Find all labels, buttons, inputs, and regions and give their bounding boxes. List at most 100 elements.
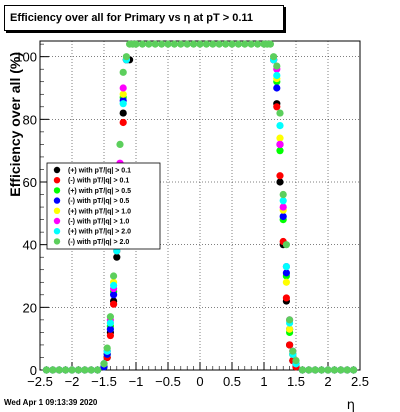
x-tick-label: −1.5 xyxy=(91,374,117,389)
data-point-series-1 xyxy=(110,300,118,308)
data-point-series-7 xyxy=(282,241,290,249)
legend-marker xyxy=(53,187,61,194)
y-tick-label: 100 xyxy=(15,50,37,65)
legend-entry: (+) with pT/|q| > 0.5 xyxy=(68,188,131,195)
x-tick-label: −2 xyxy=(65,374,80,389)
y-tick-label: 60 xyxy=(23,175,37,190)
legend-entry: (+) with pT/|q| > 0.1 xyxy=(68,168,131,175)
x-tick-label: 1.5 xyxy=(287,374,305,389)
data-point-series-7 xyxy=(170,40,178,48)
data-point-series-0 xyxy=(119,109,127,117)
data-point-series-7 xyxy=(337,366,345,374)
x-tick-label: −2.5 xyxy=(27,374,53,389)
data-point-series-7 xyxy=(350,366,358,374)
data-point-series-7 xyxy=(49,366,57,374)
data-point-series-7 xyxy=(202,40,210,48)
legend-marker xyxy=(53,166,61,174)
y-tick-label: 40 xyxy=(23,238,37,253)
data-point-series-6 xyxy=(273,71,281,80)
data-point-series-3 xyxy=(279,212,287,221)
data-point-series-7 xyxy=(138,40,146,48)
legend-entry: (-) with pT/|q| > 0.1 xyxy=(68,178,129,185)
x-tick-label: 2.5 xyxy=(351,374,369,389)
data-point-series-7 xyxy=(94,366,102,374)
data-point-series-7 xyxy=(298,366,306,374)
data-point-series-0 xyxy=(113,253,121,261)
data-point-series-7 xyxy=(318,366,326,374)
data-point-series-7 xyxy=(234,40,242,48)
data-point-series-7 xyxy=(132,40,140,48)
x-tick-label: −0.5 xyxy=(155,374,181,389)
x-tick-label: 1 xyxy=(260,374,267,389)
data-point-series-4 xyxy=(276,134,284,142)
data-point-series-4 xyxy=(282,278,290,286)
data-point-series-7 xyxy=(215,40,223,48)
data-point-series-7 xyxy=(190,40,198,48)
data-point-series-7 xyxy=(266,40,274,48)
data-point-series-7 xyxy=(289,347,297,355)
data-point-series-7 xyxy=(286,316,294,324)
legend-marker xyxy=(53,207,61,214)
legend-entry: (-) with pT/|q| > 1.0 xyxy=(68,219,129,226)
data-point-series-6 xyxy=(282,263,290,271)
data-point-series-7 xyxy=(183,40,191,48)
data-point-series-7 xyxy=(330,366,338,374)
data-point-series-7 xyxy=(103,344,111,352)
data-point-series-7 xyxy=(74,366,82,374)
data-point-series-3 xyxy=(273,84,281,92)
legend-marker xyxy=(53,217,61,225)
legend-box xyxy=(46,162,161,250)
data-point-series-7 xyxy=(247,40,255,48)
data-point-series-4 xyxy=(119,90,127,98)
chart-title: Efficiency over all for Primary vs η at … xyxy=(4,5,284,31)
data-point-series-6 xyxy=(110,281,118,289)
data-point-series-3 xyxy=(282,269,290,277)
y-tick-label: 0 xyxy=(30,363,37,378)
legend-entry: (+) with pT/|q| > 2.0 xyxy=(68,229,131,236)
legend-marker xyxy=(53,228,61,235)
y-tick-label: 20 xyxy=(23,300,37,315)
data-point-series-7 xyxy=(68,366,76,374)
legend-marker xyxy=(53,197,61,204)
data-point-series-7 xyxy=(209,40,217,48)
data-point-series-7 xyxy=(222,40,230,48)
data-point-series-7 xyxy=(55,366,63,374)
data-point-series-7 xyxy=(279,190,287,199)
legend-entry: (-) with pT/|q| > 0.5 xyxy=(68,198,129,205)
data-point-series-7 xyxy=(324,366,332,374)
data-point-series-6 xyxy=(279,197,287,205)
data-point-series-5 xyxy=(119,84,127,92)
data-point-series-0 xyxy=(276,178,284,186)
data-point-series-6 xyxy=(106,319,114,327)
data-point-series-7 xyxy=(87,366,95,374)
data-point-series-1 xyxy=(119,118,127,127)
y-axis-title: Efficiency over all (%) xyxy=(7,52,23,197)
data-point-series-7 xyxy=(145,40,153,48)
data-point-series-5 xyxy=(276,140,284,148)
data-point-series-7 xyxy=(228,40,236,48)
data-point-series-7 xyxy=(254,40,262,48)
data-point-series-7 xyxy=(270,53,278,61)
data-point-series-1 xyxy=(106,331,114,340)
data-point-series-1 xyxy=(273,103,281,111)
x-tick-label: −1 xyxy=(129,374,144,389)
data-point-series-7 xyxy=(100,360,108,368)
data-point-series-6 xyxy=(276,122,284,130)
data-point-series-1 xyxy=(286,341,294,349)
data-point-series-7 xyxy=(62,366,70,374)
data-point-series-3 xyxy=(106,325,114,333)
data-point-series-7 xyxy=(116,140,124,148)
data-point-series-7 xyxy=(42,366,51,374)
x-tick-label: 0.5 xyxy=(223,374,241,389)
data-point-series-7 xyxy=(305,366,313,374)
data-point-series-7 xyxy=(119,68,127,76)
data-point-series-1 xyxy=(282,294,290,302)
data-point-series-7 xyxy=(311,366,319,374)
legend-marker xyxy=(53,177,61,184)
legend-entry: (+) with pT/|q| > 1.0 xyxy=(68,208,131,215)
data-point-series-7 xyxy=(196,40,204,48)
data-point-series-6 xyxy=(119,100,127,108)
data-point-series-7 xyxy=(106,313,114,321)
